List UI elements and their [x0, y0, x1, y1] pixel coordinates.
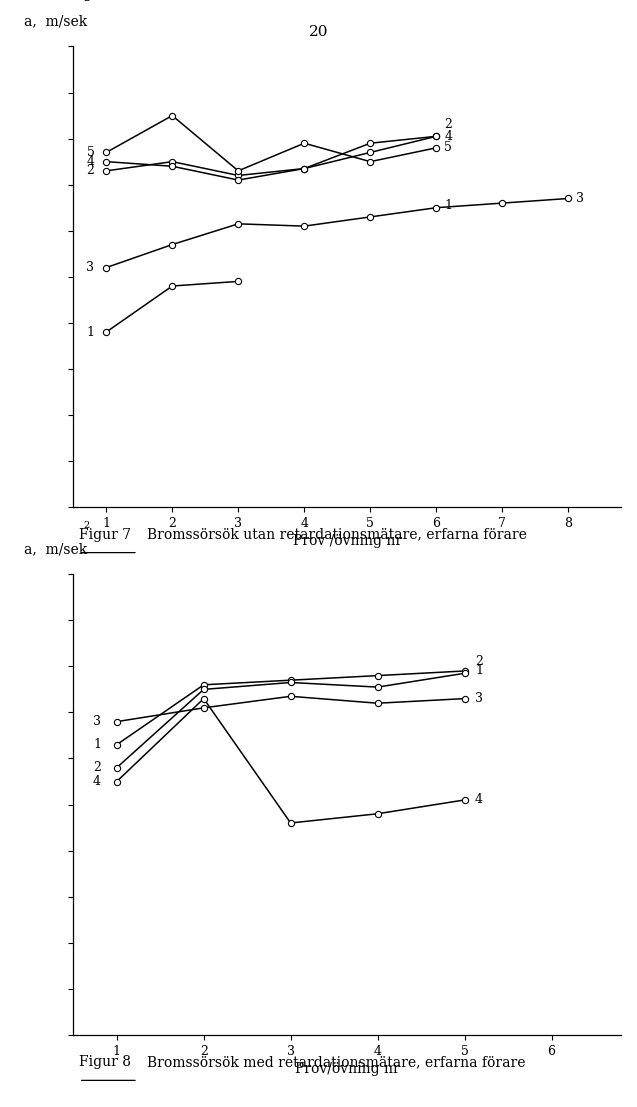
Text: 2: 2: [444, 118, 452, 132]
Text: 1: 1: [475, 664, 483, 677]
Text: Figur 7: Figur 7: [79, 528, 131, 541]
Text: a,  m/sek: a, m/sek: [24, 541, 87, 556]
Text: 5: 5: [87, 146, 94, 159]
X-axis label: Prov /övning nr: Prov /övning nr: [292, 534, 402, 548]
Text: Bromssörsök utan retardationsmätare, erfarna förare: Bromssörsök utan retardationsmätare, erf…: [147, 528, 527, 541]
Text: Figur 8: Figur 8: [79, 1055, 131, 1069]
Text: 1: 1: [93, 738, 101, 752]
Text: 20: 20: [309, 25, 328, 40]
Text: 5: 5: [444, 142, 452, 154]
Text: 2: 2: [475, 655, 483, 669]
Text: 2: 2: [93, 762, 101, 774]
Text: 2: 2: [83, 0, 89, 2]
Text: a,  m/sek: a, m/sek: [24, 14, 87, 28]
Text: 3: 3: [93, 715, 101, 728]
Text: 4: 4: [475, 794, 483, 806]
Text: Bromssörsök med retardationsmätare, erfarna förare: Bromssörsök med retardationsmätare, erfa…: [147, 1055, 526, 1069]
Text: 3: 3: [576, 192, 584, 205]
X-axis label: Prov/övning nr: Prov/övning nr: [295, 1062, 399, 1076]
Text: 4: 4: [444, 130, 452, 143]
Text: 4: 4: [87, 155, 94, 168]
Text: 4: 4: [93, 775, 101, 788]
Text: 2: 2: [87, 164, 94, 177]
Text: 2: 2: [83, 521, 89, 530]
Text: 1: 1: [87, 325, 94, 339]
Text: 3: 3: [87, 261, 94, 275]
Text: 1: 1: [444, 199, 452, 211]
Text: 3: 3: [475, 692, 483, 705]
